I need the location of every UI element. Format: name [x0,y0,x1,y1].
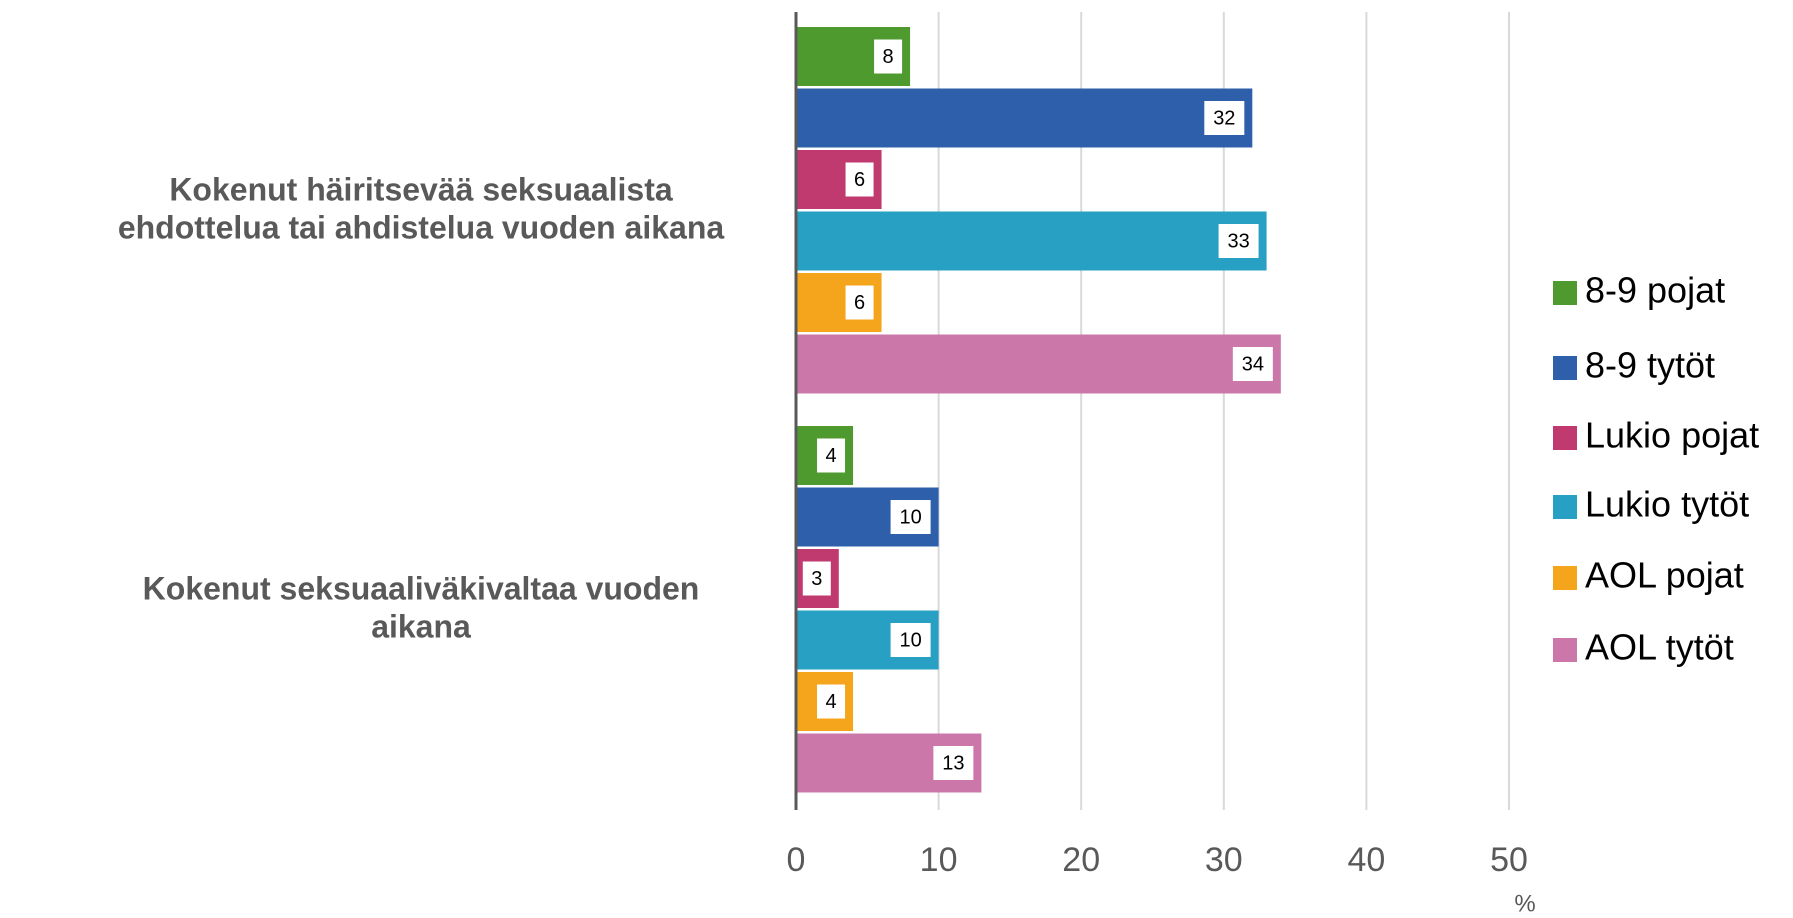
data-label: 10 [899,506,921,528]
data-label-box [890,500,931,534]
data-label: 6 [854,169,865,191]
x-tick-label: 10 [920,841,958,879]
bar [796,88,1253,148]
data-label-box [845,285,874,320]
data-label: 32 [1213,107,1235,129]
x-tick-label: 0 [787,841,806,879]
x-tick-label: 30 [1205,841,1243,879]
data-label: 6 [854,292,865,314]
legend-swatch [1553,356,1577,380]
legend-swatch [1553,638,1577,662]
data-label: 34 [1242,353,1264,375]
data-label: 4 [825,691,836,713]
bar [796,334,1281,394]
data-label: 3 [811,568,822,590]
legend-swatch [1553,566,1577,590]
legend-swatch [1553,495,1577,519]
bar [796,211,1267,271]
data-label-box [1204,101,1245,135]
data-label: 33 [1227,230,1249,252]
data-label-box [845,162,874,197]
x-axis-label: % [1514,890,1535,917]
legend-label: AOL pojat [1585,555,1744,596]
legend-label: AOL tytöt [1585,627,1734,668]
data-label: 13 [942,752,964,774]
data-label-box [1232,347,1273,381]
data-label-box [817,438,846,473]
data-label-box [1218,224,1259,258]
legend-label: 8-9 tytöt [1585,345,1715,386]
data-label-box [817,684,846,719]
category-label: Kokenut häiritsevää seksuaalista ehdottel… [118,172,725,246]
data-label: 8 [883,46,894,68]
legend-swatch [1553,426,1577,450]
legend-label: Lukio pojat [1585,415,1759,456]
category-label: Kokenut seksuaaliväkivaltaa vuoden aikana [143,571,700,645]
legend-swatch [1553,281,1577,305]
data-label-box [802,561,831,596]
legend-label: 8-9 pojat [1585,270,1725,311]
legend-label: Lukio tytöt [1585,484,1749,525]
data-label: 10 [899,629,921,651]
x-tick-label: 20 [1062,841,1100,879]
data-label-box [890,623,931,657]
data-label: 4 [825,445,836,467]
data-label-box [933,746,974,780]
data-label-box [874,39,903,74]
x-tick-label: 50 [1490,841,1528,879]
x-tick-label: 40 [1347,841,1385,879]
